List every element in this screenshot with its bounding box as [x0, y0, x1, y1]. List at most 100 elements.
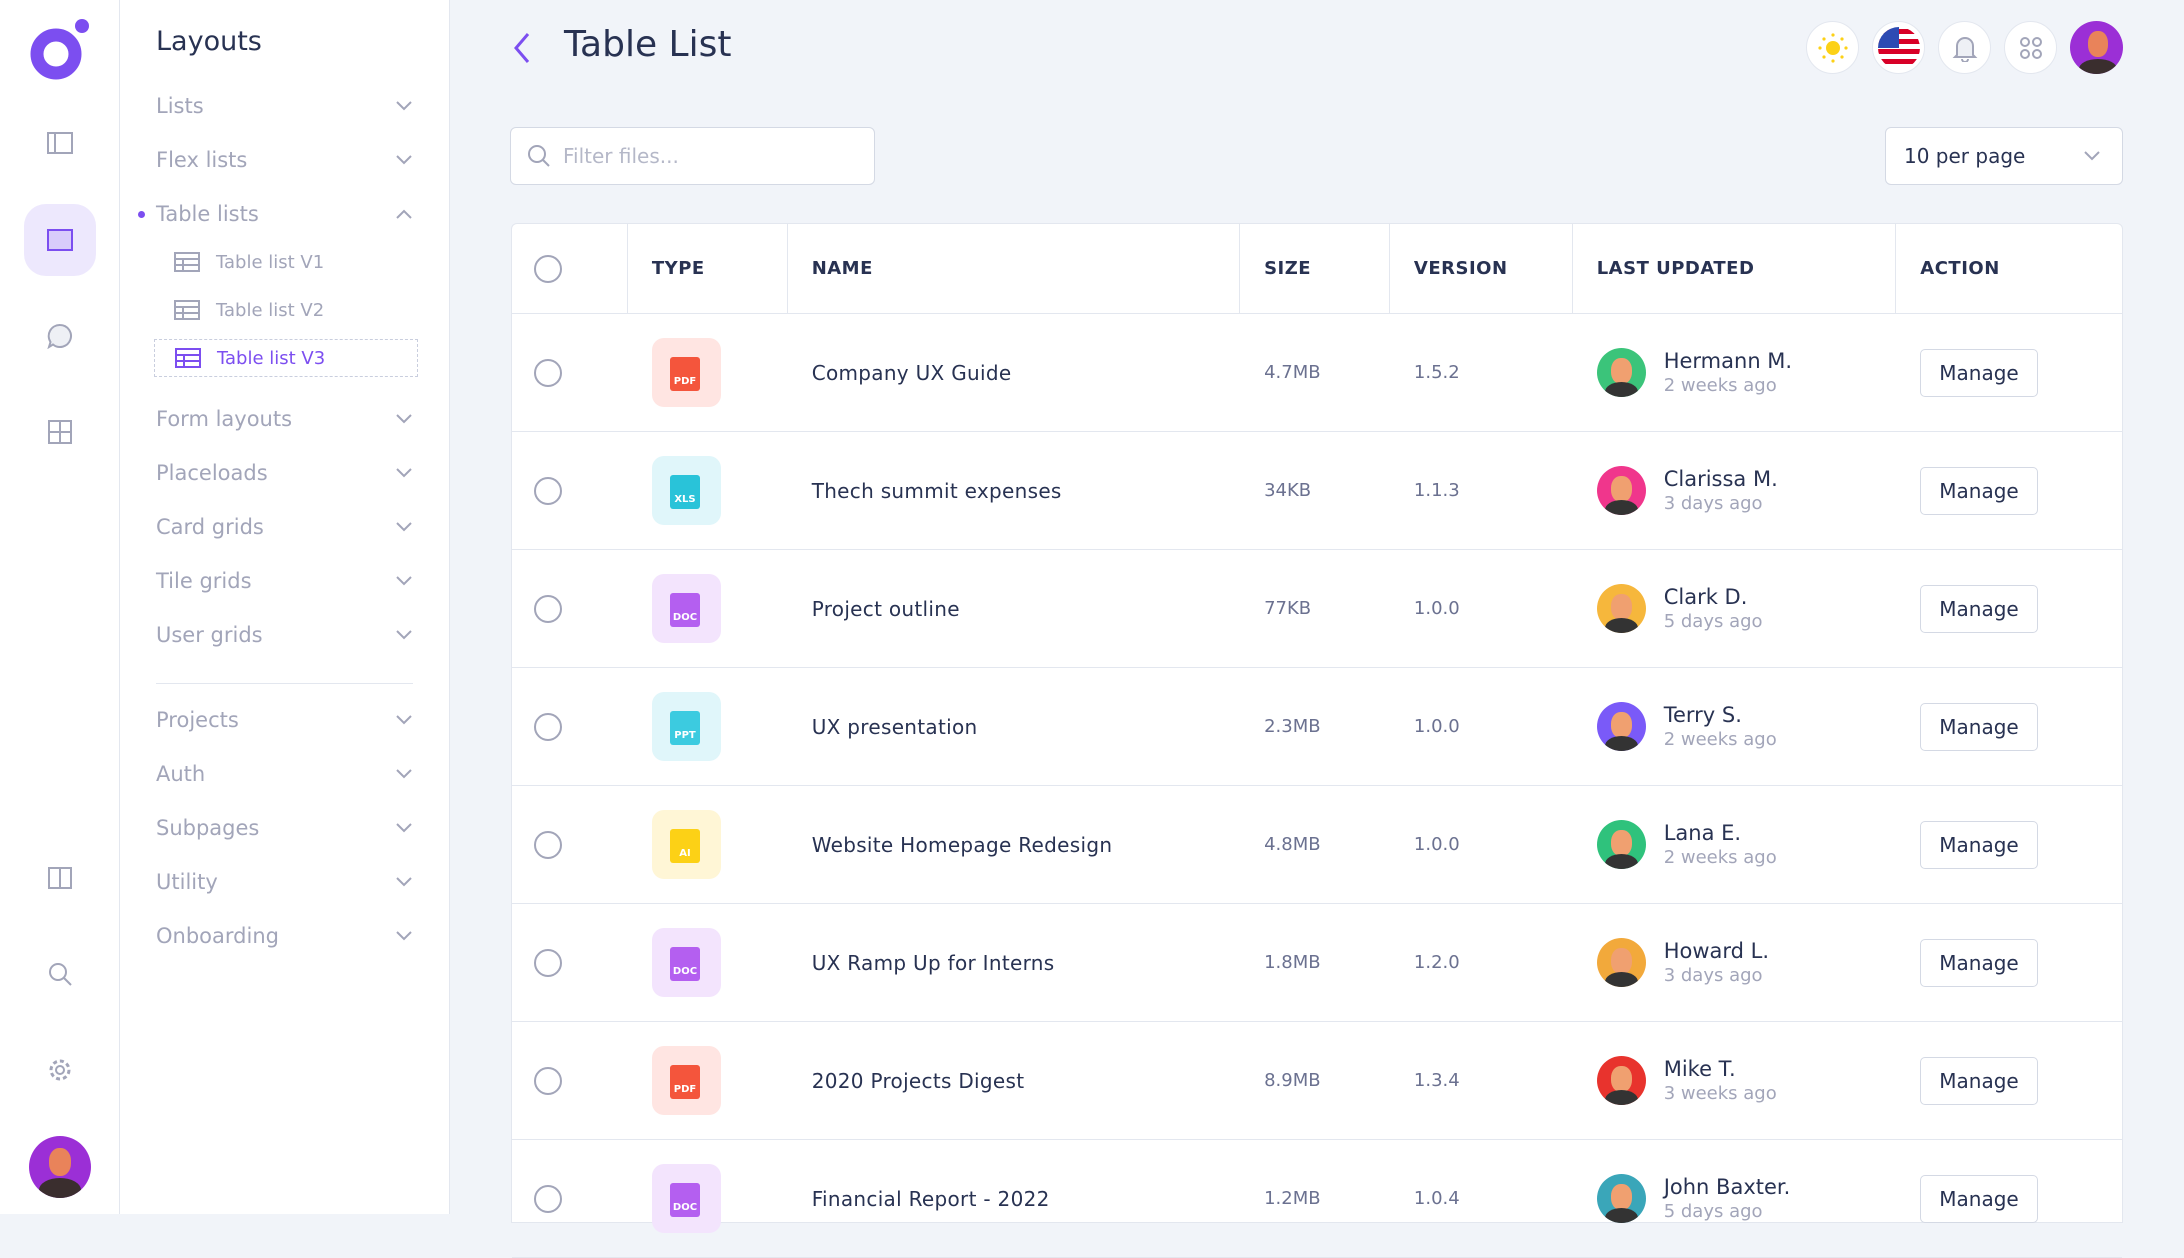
language-button[interactable]: [1872, 21, 1925, 74]
profile-avatar[interactable]: [2070, 21, 2123, 74]
file-size: 1.8MB: [1264, 952, 1321, 973]
nav-item-flex-lists[interactable]: Flex lists: [156, 140, 456, 180]
file-name[interactable]: Website Homepage Redesign: [811, 832, 1113, 857]
sub-item-table-list-v2[interactable]: Table list V2: [154, 291, 418, 329]
sidebar-toggle-icon[interactable]: [24, 107, 96, 179]
nav-item-label: Form layouts: [156, 407, 293, 431]
ppt-file-icon: PPT: [651, 692, 721, 761]
nav-item-label: Tile grids: [156, 569, 252, 593]
file-name[interactable]: Company UX Guide: [811, 360, 1012, 385]
sub-item-table-list-v3[interactable]: Table list V3: [154, 339, 418, 377]
avatar: [1596, 584, 1646, 633]
apps-button[interactable]: [2004, 21, 2057, 74]
select-all-checkbox[interactable]: [534, 254, 562, 283]
user-avatar[interactable]: [29, 1136, 91, 1198]
column-header-action: ACTION: [1920, 258, 2000, 279]
row-checkbox[interactable]: [534, 594, 562, 623]
nav-item-user-grids[interactable]: User grids: [156, 615, 456, 655]
manage-button[interactable]: Manage: [1920, 348, 2038, 397]
avatar: [1596, 466, 1646, 515]
search-icon[interactable]: [24, 938, 96, 1010]
column-header-size[interactable]: SIZE: [1240, 224, 1390, 313]
pdf-file-icon: PDF: [651, 338, 721, 407]
per-page-select[interactable]: 10 per page: [1885, 127, 2123, 185]
file-name[interactable]: Financial Report - 2022: [811, 1186, 1050, 1211]
file-name[interactable]: Thech summit expenses: [811, 478, 1062, 503]
chevron-down-icon: [396, 101, 412, 111]
nav-item-tile-grids[interactable]: Tile grids: [156, 561, 456, 601]
sub-item-label: Table list V1: [216, 251, 325, 273]
column-header-last-updated[interactable]: LAST UPDATED: [1573, 224, 1897, 313]
row-checkbox[interactable]: [534, 476, 562, 505]
back-chevron-icon[interactable]: [510, 28, 532, 68]
theme-toggle-button[interactable]: [1806, 21, 1859, 74]
table-header-row: TYPE NAME SIZE VERSION LAST UPDATED ACTI…: [512, 224, 2122, 314]
manage-button[interactable]: Manage: [1920, 1056, 2038, 1105]
page-title: Table List: [564, 24, 732, 65]
nav-item-label: Projects: [156, 708, 239, 732]
column-header-version[interactable]: VERSION: [1390, 224, 1573, 313]
svg-text:DOC: DOC: [673, 612, 697, 623]
icon-rail: [0, 0, 120, 1214]
filter-files-input[interactable]: [563, 144, 853, 168]
xls-file-icon: XLS: [651, 456, 721, 525]
manage-button[interactable]: Manage: [1920, 1174, 2038, 1223]
manage-button[interactable]: Manage: [1920, 466, 2038, 515]
layouts-subnav: Layouts Lists Flex lists Table lists Form l…: [120, 0, 450, 1214]
row-checkbox[interactable]: [534, 712, 562, 741]
chevron-down-icon: [396, 877, 412, 887]
updated-time: 5 days ago: [1663, 611, 1763, 632]
file-name[interactable]: UX presentation: [811, 714, 978, 739]
avatar: [1596, 1174, 1646, 1223]
table-row: DOC Project outline 77KB 1.0.0 Clark D. 5…: [512, 550, 2122, 668]
grid-icon[interactable]: [24, 396, 96, 468]
columns-icon[interactable]: [24, 842, 96, 914]
nav-item-utility[interactable]: Utility: [156, 862, 456, 902]
user-name: Lana E.: [1663, 821, 1742, 845]
chevron-down-icon: [396, 468, 412, 478]
row-checkbox[interactable]: [534, 830, 562, 859]
settings-icon[interactable]: [24, 1034, 96, 1106]
notifications-button[interactable]: [1938, 21, 1991, 74]
sun-icon: [1817, 32, 1848, 63]
column-header-type[interactable]: TYPE: [628, 224, 788, 313]
nav-item-subpages[interactable]: Subpages: [156, 808, 456, 848]
file-version: 1.5.2: [1413, 362, 1460, 383]
row-checkbox[interactable]: [534, 1184, 562, 1213]
user-name: John Baxter.: [1663, 1175, 1791, 1199]
file-name[interactable]: Project outline: [811, 596, 960, 621]
row-checkbox[interactable]: [534, 358, 562, 387]
svg-text:PDF: PDF: [674, 1084, 696, 1095]
row-checkbox[interactable]: [534, 1066, 562, 1095]
user-name: Clarissa M.: [1663, 467, 1778, 491]
nav-item-form-layouts[interactable]: Form layouts: [156, 399, 456, 439]
manage-button[interactable]: Manage: [1920, 702, 2038, 751]
svg-text:XLS: XLS: [675, 494, 696, 505]
filter-files-field[interactable]: [510, 127, 875, 185]
manage-button[interactable]: Manage: [1920, 820, 2038, 869]
chevron-down-icon: [396, 414, 412, 424]
avatar: [1596, 938, 1646, 987]
nav-item-label: User grids: [156, 623, 263, 647]
nav-item-placeloads[interactable]: Placeloads: [156, 453, 456, 493]
file-name[interactable]: 2020 Projects Digest: [811, 1068, 1025, 1093]
divider: [156, 683, 413, 684]
chat-icon[interactable]: [24, 300, 96, 372]
nav-item-lists[interactable]: Lists: [156, 86, 456, 126]
manage-button[interactable]: Manage: [1920, 584, 2038, 633]
layouts-icon[interactable]: [24, 204, 96, 276]
file-version: 1.3.4: [1413, 1070, 1460, 1091]
nav-item-auth[interactable]: Auth: [156, 754, 456, 794]
nav-item-onboarding[interactable]: Onboarding: [156, 916, 456, 956]
manage-button[interactable]: Manage: [1920, 938, 2038, 987]
nav-item-table-lists[interactable]: Table lists: [138, 194, 456, 234]
user-name: Clark D.: [1663, 585, 1748, 609]
files-table: TYPE NAME SIZE VERSION LAST UPDATED ACTI…: [511, 223, 2123, 1258]
sub-item-table-list-v1[interactable]: Table list V1: [154, 243, 418, 281]
nav-item-card-grids[interactable]: Card grids: [156, 507, 456, 547]
column-header-name[interactable]: NAME: [788, 224, 1241, 313]
table-icon: [174, 300, 200, 320]
nav-item-projects[interactable]: Projects: [156, 700, 456, 740]
row-checkbox[interactable]: [534, 948, 562, 977]
file-name[interactable]: UX Ramp Up for Interns: [811, 950, 1055, 975]
